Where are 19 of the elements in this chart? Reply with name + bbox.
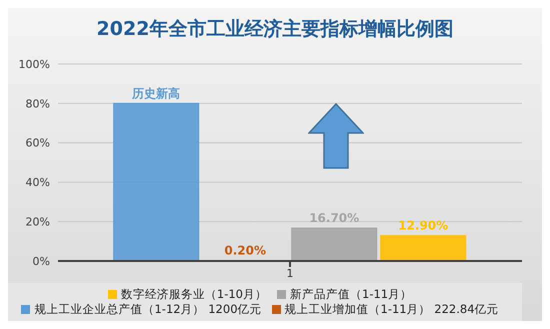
bar <box>291 228 378 261</box>
data-label: 16.70% <box>309 211 360 226</box>
y-tick-label: 60% <box>26 136 50 150</box>
y-tick-label: 40% <box>26 176 50 190</box>
y-tick-label: 0% <box>32 254 50 268</box>
y-tick-label: 80% <box>26 97 50 110</box>
legend-label: 规上工业企业总产值（1-12月） 1200亿元 <box>34 302 262 316</box>
y-tick-label: 20% <box>26 216 50 229</box>
x-tick-label: 1 <box>286 266 294 280</box>
legend-label: 规上工业增加值（1-11月） 222.84亿元 <box>284 302 499 316</box>
legend-label: 数字经济服务业（1-10月） <box>120 287 267 301</box>
chart-title: 2022年全市工业经济主要指标增幅比例图 <box>96 17 454 42</box>
legend-label: 新产品产值（1-11月） <box>290 287 412 301</box>
data-label: 历史新高 <box>131 86 180 100</box>
bar <box>113 102 200 261</box>
bar <box>380 235 466 261</box>
data-label: 0.20% <box>224 244 266 258</box>
y-tick-label: 100% <box>18 58 50 71</box>
data-label: 12.90% <box>398 218 448 233</box>
